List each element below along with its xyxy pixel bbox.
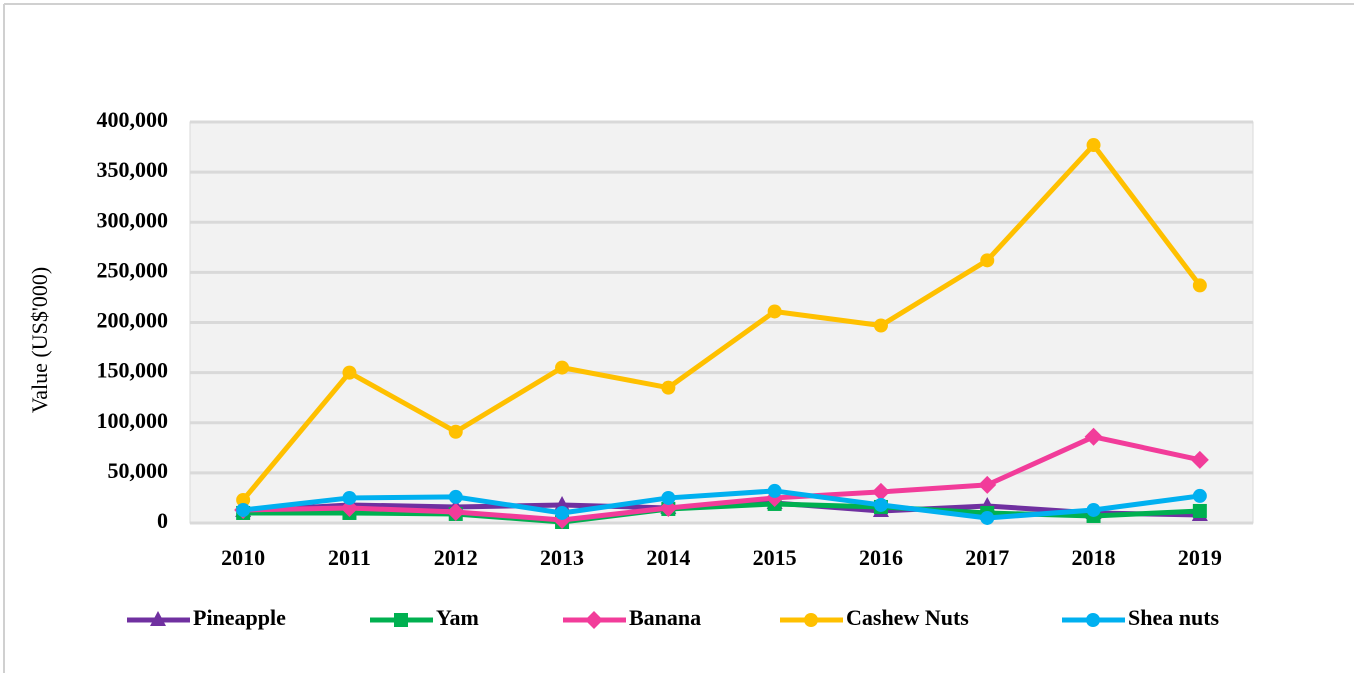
data-point: [659, 498, 678, 517]
y-tick-label: 100,000: [97, 408, 169, 433]
y-tick-label: 50,000: [108, 458, 169, 483]
legend-label: Yam: [436, 605, 479, 630]
legend-marker: [150, 611, 166, 626]
data-point: [340, 498, 359, 517]
legend-marker: [394, 613, 408, 627]
series-line: [242, 488, 1201, 521]
x-tick-label: 2016: [859, 545, 903, 570]
legend-marker: [585, 611, 603, 629]
data-point: [767, 483, 782, 498]
x-tick-label: 2012: [434, 545, 478, 570]
legend-marker: [804, 613, 818, 627]
y-axis-label: Value (US$'000): [27, 267, 52, 413]
x-tick-label: 2017: [965, 545, 1009, 570]
data-point: [236, 502, 251, 517]
data-point: [1190, 450, 1209, 469]
y-tick-label: 200,000: [97, 308, 169, 333]
legend-marker: [1086, 613, 1100, 627]
x-tick-label: 2011: [328, 545, 371, 570]
data-point: [980, 253, 995, 268]
data-point: [446, 502, 465, 521]
y-tick-label: 350,000: [97, 157, 169, 182]
data-point: [1192, 278, 1207, 293]
series-line: [241, 142, 1202, 502]
data-point: [767, 304, 782, 319]
legend-label: Banana: [629, 605, 701, 630]
data-point: [980, 510, 995, 525]
x-tick-label: 2019: [1178, 545, 1222, 570]
y-tick-label: 150,000: [97, 358, 169, 383]
data-point: [342, 490, 357, 505]
x-tick-label: 2015: [753, 545, 797, 570]
x-tick-label: 2014: [646, 545, 690, 570]
data-point: [236, 492, 251, 507]
data-point: [873, 318, 888, 333]
data-point: [1192, 503, 1207, 518]
data-point: [1086, 138, 1101, 153]
data-point: [555, 505, 570, 520]
data-point: [555, 360, 570, 375]
y-tick-label: 0: [157, 508, 168, 533]
y-tick-label: 250,000: [97, 257, 169, 282]
data-point: [873, 497, 888, 512]
data-point: [661, 490, 676, 505]
data-point: [978, 475, 997, 494]
x-tick-label: 2013: [540, 545, 584, 570]
data-point: [1192, 488, 1207, 503]
data-point: [448, 489, 463, 504]
data-point: [342, 365, 357, 380]
legend-label: Shea nuts: [1128, 605, 1220, 630]
x-tick-label: 2018: [1072, 545, 1116, 570]
data-point: [661, 380, 676, 395]
data-point: [1084, 427, 1103, 446]
data-point: [448, 424, 463, 439]
data-point: [871, 482, 890, 501]
legend-label: Cashew Nuts: [846, 605, 969, 630]
series-line: [243, 434, 1201, 523]
legend-label: Pineapple: [193, 605, 286, 630]
x-tick-label: 2010: [221, 545, 265, 570]
data-point: [1086, 502, 1101, 517]
y-tick-label: 400,000: [97, 107, 169, 132]
y-tick-label: 300,000: [97, 207, 169, 232]
data-point: [554, 495, 571, 511]
